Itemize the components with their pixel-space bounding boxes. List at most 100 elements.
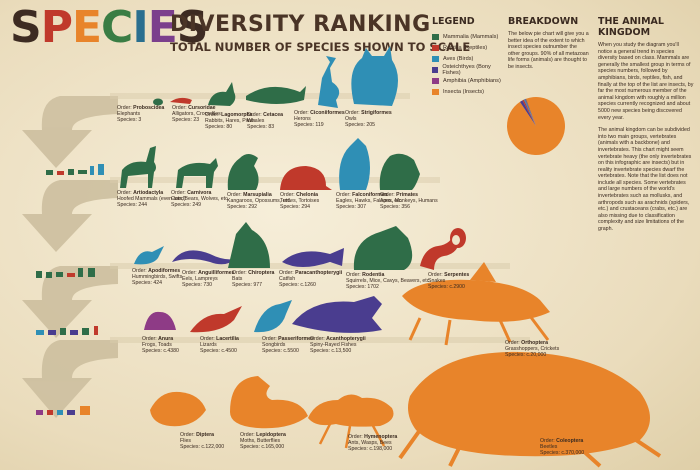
order-name: Lagomorpha bbox=[221, 112, 253, 118]
legend-swatch bbox=[432, 55, 439, 62]
order-prefix: Order: bbox=[505, 340, 520, 346]
order-description: Rabbits, Hares, Pikas bbox=[205, 118, 255, 125]
title-letter: S bbox=[176, 2, 209, 53]
legend-label: Reptilia (Reptiles) bbox=[443, 44, 488, 51]
pie-slice-amphibia bbox=[524, 98, 536, 126]
order-name: Proboscidea bbox=[133, 105, 165, 111]
legend-label: Aves (Birds) bbox=[443, 55, 474, 62]
species-label: Order: Diptera Flies Species: c.122,000 bbox=[180, 432, 224, 451]
species-label: Order: Chiroptera Bats Species: 977 bbox=[232, 270, 274, 289]
row3-preview bbox=[36, 326, 98, 335]
songbird-icon bbox=[254, 300, 292, 333]
order-prefix: Order: bbox=[428, 272, 443, 278]
species-count: Species: c.5500 bbox=[262, 348, 299, 355]
species-count: Species: c.198,000 bbox=[348, 446, 393, 453]
order-prefix: Order: bbox=[227, 192, 242, 198]
legend-item: Reptilia (Reptiles) bbox=[432, 42, 504, 53]
species-label: Order: Paracanthopterygii Catfish Species:… bbox=[279, 270, 342, 289]
species-label: Order: Lagomorpha Rabbits, Hares, Pikas Sp… bbox=[205, 112, 255, 131]
order-name: Falconiformes bbox=[352, 192, 388, 198]
order-name: Lepidoptera bbox=[256, 432, 286, 438]
heron-icon bbox=[318, 56, 340, 108]
order-prefix: Order: bbox=[294, 110, 309, 116]
legend-swatch bbox=[432, 88, 439, 95]
pie-slice-reptilia bbox=[522, 99, 536, 126]
page-title: DIVERSITY RANKING bbox=[170, 12, 431, 37]
pie-slice-osteichthyes bbox=[519, 100, 536, 126]
order-name: Cursoridae bbox=[188, 105, 216, 111]
order-description: Eagles, Hawks, Falcons, etc. bbox=[336, 198, 403, 205]
order-name: Primates bbox=[396, 192, 419, 198]
species-label: Order: Marsupialia Kangaroos, Opossums, e… bbox=[227, 192, 291, 211]
title-letter: C bbox=[101, 2, 133, 53]
order-prefix: Order: bbox=[345, 110, 360, 116]
title-letter: I bbox=[132, 2, 148, 53]
order-name: Rodentia bbox=[362, 272, 385, 278]
species-count: Species: c.165,000 bbox=[240, 444, 285, 451]
order-description: Herons bbox=[294, 116, 311, 123]
title-letter: E bbox=[147, 2, 178, 53]
legend-item: Mammalia (Mammals) bbox=[432, 31, 504, 42]
species-label: Order: Anguilliformes Eels, Lampreys Speci… bbox=[182, 270, 234, 289]
order-description: Turtles, Tortoises bbox=[280, 198, 320, 205]
legend-label: Amphibia (Amphibians) bbox=[443, 77, 501, 84]
order-name: Marsupialia bbox=[243, 192, 272, 198]
species-label: Order: Proboscidea Elephants Species: 3 bbox=[117, 105, 164, 124]
species-label: Order: Chelonia Turtles, Tortoises Species… bbox=[280, 192, 319, 211]
order-prefix: Order: bbox=[280, 192, 295, 198]
species-label: Order: Strigiformes Owls Species: 205 bbox=[345, 110, 392, 129]
order-name: Apodiformes bbox=[148, 268, 181, 274]
species-count: Species: c.20,000 bbox=[505, 352, 547, 359]
order-name: Orthoptera bbox=[521, 340, 548, 346]
fish-icon bbox=[292, 296, 382, 333]
page-subtitle: TOTAL NUMBER OF SPECIES SHOWN TO SCALE bbox=[170, 40, 471, 54]
pie-slice-aves bbox=[523, 99, 536, 126]
species-count: Species: 730 bbox=[182, 282, 212, 289]
order-prefix: Order: bbox=[336, 192, 351, 198]
crocodile-icon bbox=[170, 97, 192, 104]
legend-swatch bbox=[432, 33, 439, 40]
species-label: Order: Serpentes Snakes Species: c.2900 bbox=[428, 272, 469, 291]
species-count: Species: 424 bbox=[132, 280, 162, 287]
order-prefix: Order: bbox=[279, 270, 294, 276]
order-description: Hoofed Mammals (even-toed) bbox=[117, 196, 186, 203]
order-description: Bats bbox=[232, 276, 243, 283]
antelope-icon bbox=[120, 146, 156, 188]
order-name: Chelonia bbox=[296, 192, 319, 198]
order-prefix: Order: bbox=[117, 190, 132, 196]
order-prefix: Order: bbox=[540, 438, 555, 444]
order-name: Paracanthopterygii bbox=[295, 270, 343, 276]
pie-chart bbox=[507, 97, 565, 155]
order-name: Diptera bbox=[196, 432, 215, 438]
species-label: Order: Rodentia Squirrels, Mice, Cavys, B… bbox=[346, 272, 431, 291]
order-name: Cetacea bbox=[263, 112, 284, 118]
species-label: Order: Lepidoptera Moths, Butterflies Spec… bbox=[240, 432, 286, 451]
species-count: Species: 83 bbox=[247, 124, 275, 131]
order-prefix: Order: bbox=[171, 190, 186, 196]
species-count: Species: 205 bbox=[345, 122, 375, 129]
lizard-icon bbox=[190, 306, 242, 333]
species-label: Order: Artiodactyla Hoofed Mammals (even-… bbox=[117, 190, 186, 209]
order-description: Spiny-Rayed Fishes bbox=[310, 342, 357, 349]
species-count: Species: 119 bbox=[294, 122, 324, 129]
order-name: Artiodactyla bbox=[133, 190, 164, 196]
order-description: Grasshoppers, Crickets bbox=[505, 346, 560, 353]
legend-heading: LEGEND bbox=[432, 16, 475, 27]
species-count: Species: c.2900 bbox=[428, 284, 465, 291]
order-name: Anura bbox=[158, 336, 174, 342]
order-description: Hummingbirds, Swifts bbox=[132, 274, 183, 281]
elephant-icon bbox=[153, 98, 163, 106]
legend-item: Insecta (Insects) bbox=[432, 86, 504, 97]
flow-arrow-2 bbox=[22, 180, 118, 252]
fly-icon bbox=[150, 391, 206, 427]
species-count: Species: 977 bbox=[232, 282, 262, 289]
order-prefix: Order: bbox=[142, 336, 157, 342]
species-count: Species: 294 bbox=[280, 204, 310, 211]
order-description: Moths, Butterflies bbox=[240, 438, 281, 445]
order-prefix: Order: bbox=[380, 192, 395, 198]
species-count: Species: 244 bbox=[117, 202, 147, 209]
order-description: Lizards bbox=[200, 342, 217, 349]
title-letter: S bbox=[10, 2, 42, 53]
